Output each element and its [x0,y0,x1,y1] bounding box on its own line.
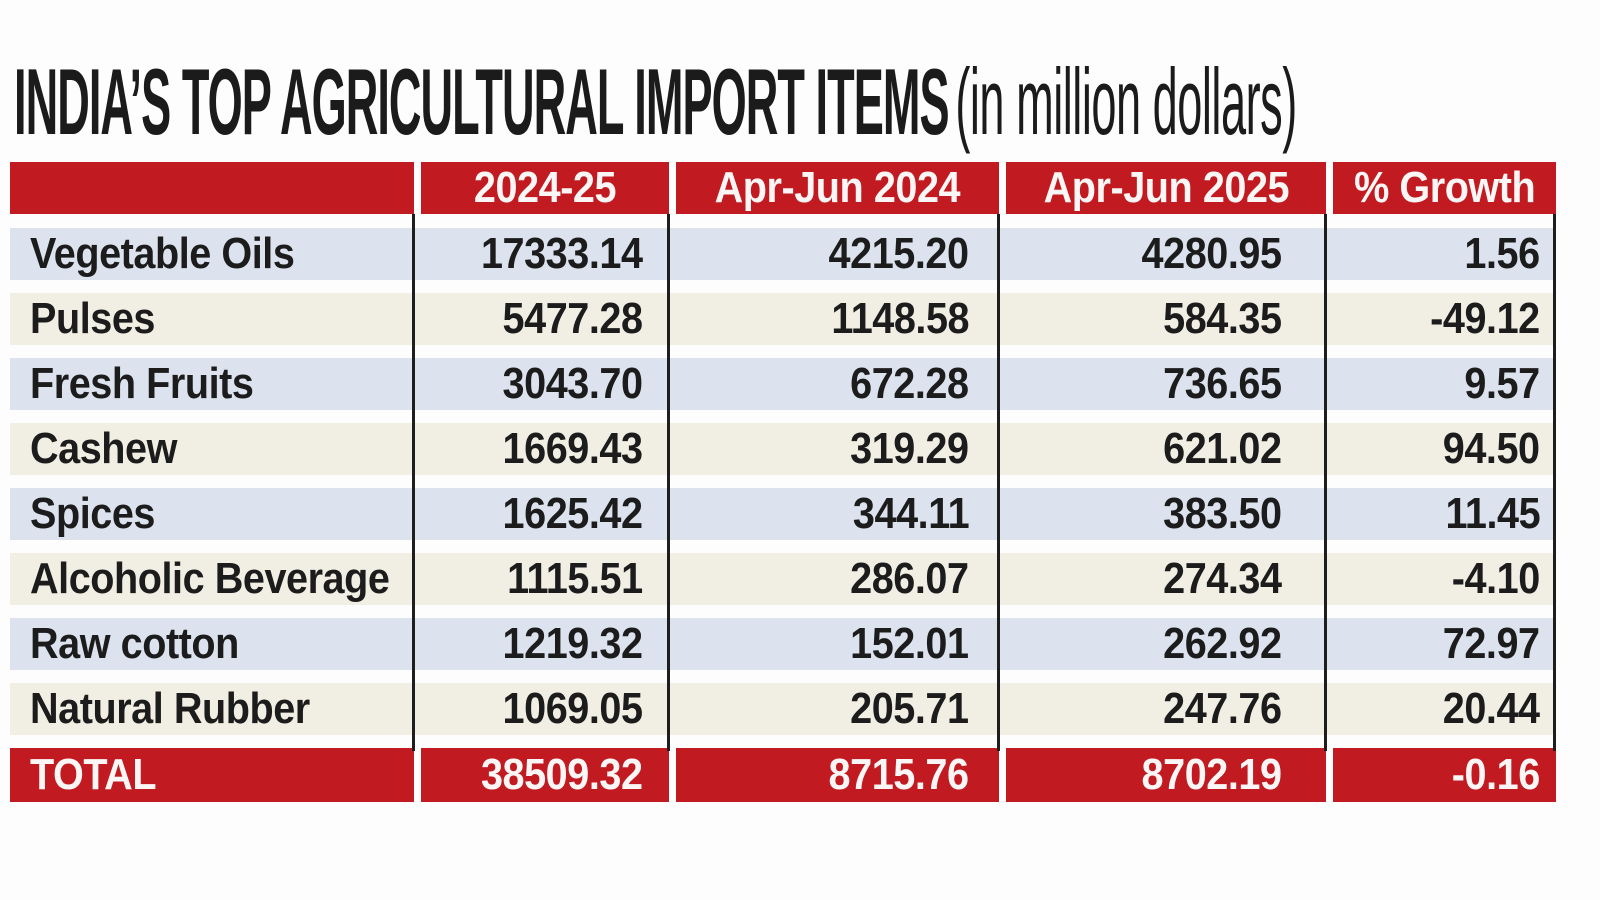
value-2024-25: 1069.05 [502,684,643,733]
table-row: Fresh Fruits 3043.70 672.28 736.65 9.57 [10,358,1556,410]
page-title: INDIA’S TOP AGRICULTURAL IMPORT ITEMS(in… [14,52,1297,152]
value-apr-jun-2024: 319.29 [850,424,970,473]
value-2024-25: 5477.28 [502,294,643,343]
page-title-main: INDIA’S TOP AGRICULTURAL IMPORT ITEMS [14,49,950,154]
table-row: Pulses 5477.28 1148.58 584.35 -49.12 [10,293,1556,345]
value-growth: -49.12 [1430,294,1540,343]
value-apr-jun-2025: 247.76 [1163,684,1283,733]
value-2024-25: 3043.70 [502,359,643,408]
item-label: Alcoholic Beverage [30,554,390,603]
value-2024-25: 17333.14 [481,229,643,278]
item-label: Cashew [30,424,177,473]
value-growth: 94.50 [1443,424,1540,473]
item-label: Raw cotton [30,619,239,668]
total-apr-jun-2024: 8715.76 [669,748,999,802]
value-apr-jun-2025: 383.50 [1163,489,1283,538]
value-apr-jun-2024: 1148.58 [831,294,969,343]
column-divider [1324,214,1327,751]
value-growth: 72.97 [1443,619,1540,668]
value-2024-25: 1219.32 [502,619,643,668]
value-growth: -4.10 [1451,554,1540,603]
item-label: Natural Rubber [30,684,310,733]
header-cell-apr-jun-2024: Apr-Jun 2024 [669,162,999,214]
header-cell-apr-jun-2025: Apr-Jun 2025 [999,162,1326,214]
value-2024-25: 1625.42 [502,489,643,538]
value-apr-jun-2025: 584.35 [1163,294,1283,343]
value-apr-jun-2025: 621.02 [1163,424,1283,473]
page-title-unit: (in million dollars) [955,49,1297,154]
value-growth: 20.44 [1443,684,1540,733]
table-row: Raw cotton 1219.32 152.01 262.92 72.97 [10,618,1556,670]
item-label: Fresh Fruits [30,359,254,408]
header-cell-growth: % Growth [1326,162,1556,214]
item-label: Spices [30,489,155,538]
column-divider [997,214,1000,751]
table-body: Vegetable Oils 17333.14 4215.20 4280.95 … [10,214,1556,735]
value-growth: 1.56 [1464,229,1541,278]
value-apr-jun-2024: 152.01 [850,619,970,668]
value-apr-jun-2024: 205.71 [850,684,970,733]
value-apr-jun-2024: 344.11 [852,489,970,538]
table-row: Cashew 1669.43 319.29 621.02 94.50 [10,423,1556,475]
header-cell-item [10,162,414,214]
header-cell-2024-25: 2024-25 [414,162,669,214]
table-right-border [1553,214,1556,751]
value-apr-jun-2024: 286.07 [850,554,970,603]
value-apr-jun-2024: 4215.20 [828,229,969,278]
table-row: Natural Rubber 1069.05 205.71 247.76 20.… [10,683,1556,735]
total-growth: -0.16 [1326,748,1556,802]
item-label: Vegetable Oils [30,229,295,278]
total-2024-25: 38509.32 [414,748,669,802]
value-apr-jun-2025: 262.92 [1163,619,1283,668]
value-growth: 11.45 [1445,489,1540,538]
value-2024-25: 1669.43 [502,424,643,473]
value-apr-jun-2025: 736.65 [1163,359,1283,408]
value-apr-jun-2025: 4280.95 [1141,229,1282,278]
total-apr-jun-2025: 8702.19 [999,748,1326,802]
value-growth: 9.57 [1464,359,1541,408]
total-label: TOTAL [10,748,414,802]
table-total-row: TOTAL 38509.32 8715.76 8702.19 -0.16 [10,748,1556,802]
value-apr-jun-2024: 672.28 [850,359,970,408]
table-row: Spices 1625.42 344.11 383.50 11.45 [10,488,1556,540]
table-row: Alcoholic Beverage 1115.51 286.07 274.34… [10,553,1556,605]
imports-table: 2024-25 Apr-Jun 2024 Apr-Jun 2025 % Grow… [10,162,1556,802]
item-label: Pulses [30,294,155,343]
value-apr-jun-2025: 274.34 [1163,554,1283,603]
column-divider [412,214,415,751]
table-row: Vegetable Oils 17333.14 4215.20 4280.95 … [10,228,1556,280]
table-header-row: 2024-25 Apr-Jun 2024 Apr-Jun 2025 % Grow… [10,162,1556,214]
column-divider [667,214,670,751]
value-2024-25: 1115.51 [507,554,643,603]
